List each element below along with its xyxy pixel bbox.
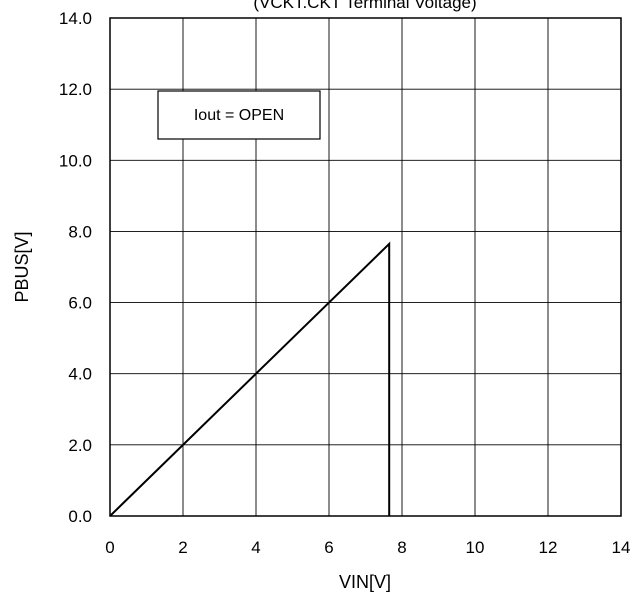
x-tick-label: 12 bbox=[539, 538, 558, 557]
y-tick-label: 12.0 bbox=[59, 80, 92, 99]
x-tick-label: 4 bbox=[251, 538, 260, 557]
x-axis-label: VIN[V] bbox=[339, 572, 391, 592]
y-axis-ticks: 0.0 2.0 4.0 6.0 8.0 10.0 12.0 14.0 bbox=[59, 9, 92, 526]
x-tick-label: 6 bbox=[324, 538, 333, 557]
y-tick-label: 6.0 bbox=[68, 294, 92, 313]
y-axis-label: PBUS[V] bbox=[12, 231, 32, 302]
x-tick-label: 8 bbox=[397, 538, 406, 557]
x-axis-ticks: 0 2 4 6 8 10 12 14 bbox=[105, 538, 630, 557]
x-tick-label: 10 bbox=[466, 538, 485, 557]
chart-title: (VCKT.CKT Terminal Voltage) bbox=[253, 0, 476, 12]
x-tick-label: 2 bbox=[178, 538, 187, 557]
x-tick-label: 0 bbox=[105, 538, 114, 557]
plot-frame bbox=[109, 17, 622, 517]
series-line-0 bbox=[109, 241, 391, 517]
y-tick-label: 10.0 bbox=[59, 151, 92, 170]
y-tick-label: 14.0 bbox=[59, 9, 92, 28]
series-layer bbox=[109, 241, 391, 517]
annotation-box: Iout = OPEN bbox=[157, 90, 321, 140]
y-tick-label: 0.0 bbox=[68, 507, 92, 526]
y-tick-label: 4.0 bbox=[68, 365, 92, 384]
x-tick-label: 14 bbox=[612, 538, 631, 557]
annotation-text: Iout = OPEN bbox=[194, 107, 284, 124]
y-tick-label: 8.0 bbox=[68, 222, 92, 241]
y-tick-label: 2.0 bbox=[68, 436, 92, 455]
